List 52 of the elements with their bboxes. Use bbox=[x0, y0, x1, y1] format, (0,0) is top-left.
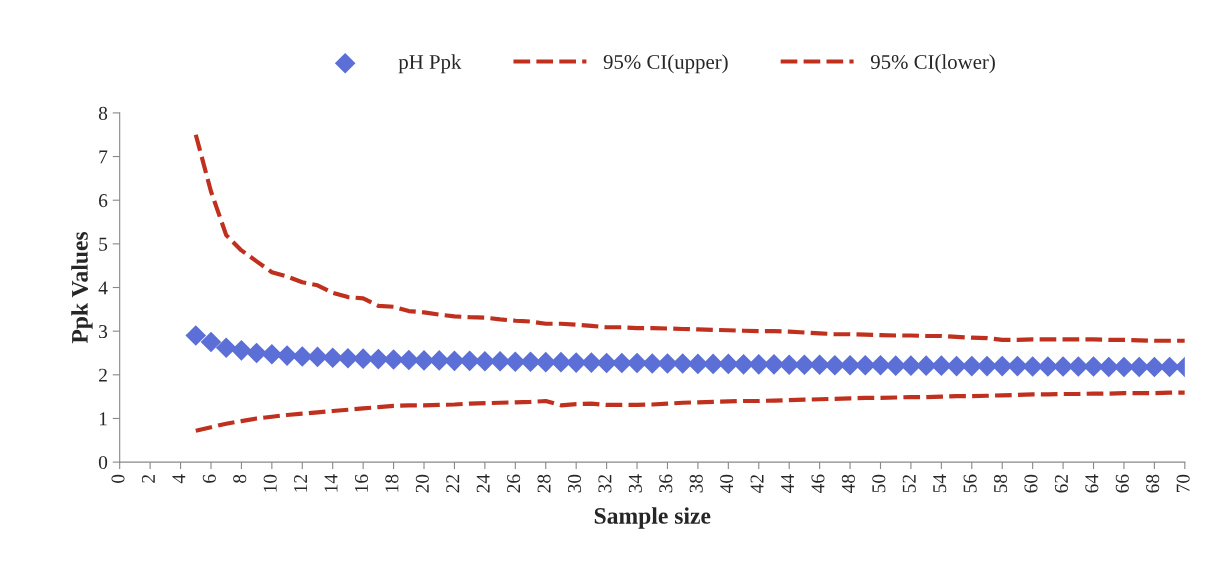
y-tick-label: 0 bbox=[98, 455, 108, 470]
y-tick-label: 7 bbox=[99, 150, 108, 164]
y-tick-label: 5 bbox=[99, 237, 108, 251]
legend-label: pH Ppk bbox=[398, 54, 462, 74]
x-tick-label: 40 bbox=[720, 474, 734, 493]
x-tick-label: 68 bbox=[1146, 474, 1160, 493]
x-tick-label: 66 bbox=[1115, 474, 1129, 493]
x-tick-label: 64 bbox=[1085, 474, 1099, 493]
x-tick-label: 18 bbox=[385, 474, 399, 492]
legend-label: 95% CI(lower) bbox=[870, 54, 995, 74]
x-tick-label: 12 bbox=[294, 474, 307, 492]
x-tick-label: 42 bbox=[750, 474, 764, 493]
x-tick-label: 62 bbox=[1054, 474, 1068, 493]
x-tick-label: 44 bbox=[781, 474, 794, 493]
y-tick-label: 6 bbox=[99, 194, 108, 208]
x-tick-label: 60 bbox=[1024, 474, 1038, 493]
x-tick-label: 16 bbox=[354, 474, 369, 492]
x-tick-label: 26 bbox=[507, 474, 521, 493]
x-tick-label: 48 bbox=[841, 474, 855, 493]
x-tick-label: 54 bbox=[933, 474, 947, 493]
x-axis-title: Sample size bbox=[594, 507, 711, 529]
x-tick-label: 56 bbox=[963, 474, 977, 493]
x-tick-label: 0 bbox=[111, 474, 125, 483]
x-tick-label: 52 bbox=[902, 474, 916, 493]
x-tick-label: 24 bbox=[476, 474, 490, 493]
line-series bbox=[193, 132, 1185, 343]
y-tick-label: 3 bbox=[99, 325, 108, 339]
x-tick-label: 2 bbox=[141, 474, 155, 483]
x-tick-label: 6 bbox=[202, 474, 216, 483]
x-tick-label: 36 bbox=[659, 474, 673, 493]
y-tick-label: 4 bbox=[98, 281, 108, 295]
y-tick-label: 2 bbox=[99, 368, 107, 382]
x-tick-label: 32 bbox=[598, 474, 612, 493]
x-tick-label: 50 bbox=[872, 474, 886, 493]
x-tick-label: 38 bbox=[689, 474, 703, 493]
x-tick-label: 10 bbox=[263, 474, 277, 492]
x-tick-label: 22 bbox=[446, 474, 460, 493]
y-tick-label: 8 bbox=[98, 106, 108, 120]
x-tick-label: 20 bbox=[415, 474, 429, 493]
x-tick-label: 30 bbox=[567, 474, 582, 493]
x-tick-label: 70 bbox=[1176, 474, 1190, 493]
x-tick-label: 46 bbox=[811, 474, 825, 493]
y-tick-label: 1 bbox=[99, 412, 107, 426]
legend-label: 95% CI(upper) bbox=[603, 54, 728, 74]
x-tick-label: 8 bbox=[233, 474, 247, 483]
x-tick-label: 28 bbox=[537, 474, 551, 493]
x-tick-label: 34 bbox=[628, 474, 642, 493]
line-series bbox=[193, 390, 1185, 433]
x-tick-label: 14 bbox=[324, 474, 338, 492]
x-tick-label: 4 bbox=[172, 474, 186, 484]
y-axis-title: Ppk Values bbox=[71, 231, 93, 344]
x-tick-label: 58 bbox=[993, 474, 1008, 493]
